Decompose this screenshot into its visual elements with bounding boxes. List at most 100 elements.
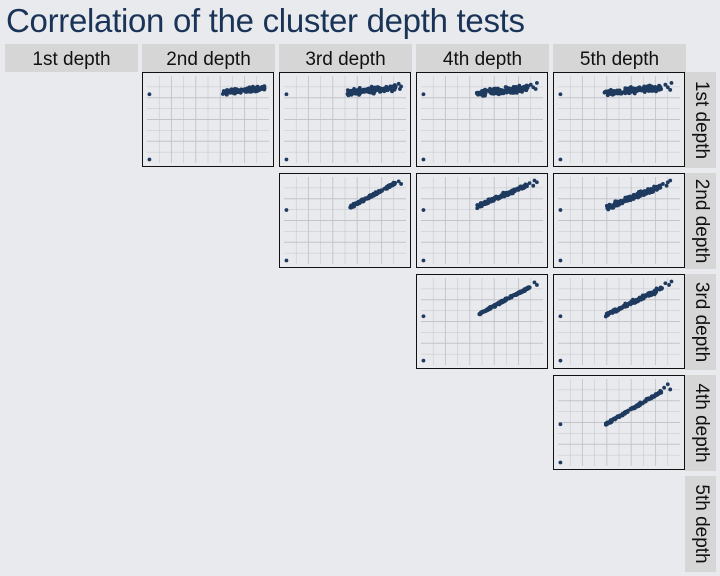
scatter-point — [535, 81, 539, 85]
scatter-panel-4-5 — [553, 375, 685, 470]
scatter-point — [604, 203, 609, 208]
scatter-point — [488, 86, 492, 91]
scatter-point — [665, 180, 670, 185]
scatter-point-outlier — [284, 157, 289, 162]
scatter-point — [603, 89, 608, 94]
scatter-point — [503, 85, 508, 89]
scatter-point — [354, 90, 359, 95]
scatter-point — [481, 309, 486, 314]
scatter-point — [611, 308, 616, 313]
scatter-panel-2-5 — [553, 173, 685, 268]
scatter-point — [665, 382, 670, 387]
scatter-panel-1-3 — [279, 72, 411, 167]
scatter-point — [531, 183, 536, 188]
column-strip-2: 2nd depth — [142, 44, 275, 72]
scatter-point — [659, 286, 664, 291]
scatter-point — [521, 288, 526, 293]
scatter-point-outlier — [284, 258, 289, 263]
scatter-point — [396, 81, 401, 86]
scatter-point — [525, 286, 529, 291]
scatter-point — [385, 186, 389, 191]
scatter-point — [628, 302, 633, 307]
scatter-point — [662, 385, 667, 390]
scatter-panel-3-5 — [553, 274, 685, 369]
scatter-point — [527, 181, 532, 185]
scatter-point — [521, 186, 526, 191]
scatter-point — [474, 90, 479, 95]
scatter-point — [516, 188, 521, 192]
scatter-point — [623, 91, 628, 96]
scatter-point — [617, 415, 622, 420]
scatter-point — [650, 189, 655, 194]
scatter-point — [363, 89, 368, 94]
row-strip-3: 3rd depth — [685, 274, 716, 370]
scatter-point — [667, 283, 671, 287]
scatter-point — [513, 87, 517, 92]
scatter-point — [604, 421, 608, 426]
chart-title: Correlation of the cluster depth tests — [6, 2, 525, 39]
scatter-point — [669, 81, 674, 85]
scatter-point — [478, 90, 483, 95]
scatter-point — [639, 296, 644, 300]
scatter-point — [655, 185, 660, 190]
scatter-point — [644, 397, 649, 401]
scatter-point — [640, 191, 645, 196]
scatter-point — [508, 295, 513, 299]
scatter-point — [396, 179, 401, 184]
scatter-point — [477, 312, 482, 317]
scatter-point — [370, 89, 375, 93]
scatter-point — [230, 90, 235, 95]
scatter-point — [624, 302, 628, 307]
scatter-point — [484, 88, 489, 93]
scatter-point — [634, 89, 639, 94]
scatter-point — [479, 202, 484, 207]
scatter-point — [658, 185, 663, 190]
scatter-point — [643, 85, 648, 90]
scatter-panel-3-4 — [416, 274, 548, 369]
scatter-point — [532, 280, 537, 285]
scatter-point — [491, 304, 496, 309]
scatter-point — [497, 89, 502, 94]
scatter-point — [398, 87, 402, 91]
scatter-point — [663, 281, 668, 286]
scatter-point — [664, 183, 669, 188]
scatter-point — [633, 195, 638, 200]
scatter-point — [649, 290, 654, 295]
scatter-point — [535, 180, 539, 185]
scatter-point — [345, 88, 350, 93]
scatter-point-outlier — [421, 92, 426, 97]
scatter-point-outlier — [421, 208, 426, 212]
column-strip-4: 4th depth — [416, 44, 549, 72]
scatter-point — [535, 283, 539, 287]
scatter-point — [261, 86, 266, 91]
scatter-point — [608, 92, 613, 96]
scatter-point — [239, 88, 244, 93]
scatter-point — [232, 87, 237, 91]
scatter-point-outlier — [558, 314, 563, 319]
scatter-point — [668, 387, 673, 392]
scatter-point — [521, 87, 526, 92]
scatter-point-outlier — [558, 460, 563, 465]
scatter-point-outlier — [421, 358, 426, 363]
scatter-point — [663, 82, 668, 87]
scatter-point — [357, 87, 362, 92]
scatter-point-outlier — [421, 157, 426, 162]
scatter-point — [652, 87, 657, 92]
scatter-point — [644, 191, 649, 196]
scatter-point — [635, 298, 639, 303]
scatter-point — [648, 85, 653, 89]
scatter-point — [655, 392, 660, 397]
scatter-point — [367, 86, 372, 91]
scatter-point — [220, 92, 225, 96]
scatter-point — [512, 90, 517, 95]
scatter-point — [346, 93, 351, 98]
scatter-point-outlier — [558, 92, 563, 97]
scatter-panel-2-3 — [279, 173, 411, 268]
row-strip-label: 5th depth — [690, 484, 712, 564]
column-strip-5: 5th depth — [553, 44, 686, 72]
scatter-point — [507, 86, 512, 91]
scatter-point — [620, 413, 625, 418]
scatter-point — [642, 399, 647, 404]
scatter-point — [356, 199, 361, 204]
scatter-point — [252, 86, 257, 91]
